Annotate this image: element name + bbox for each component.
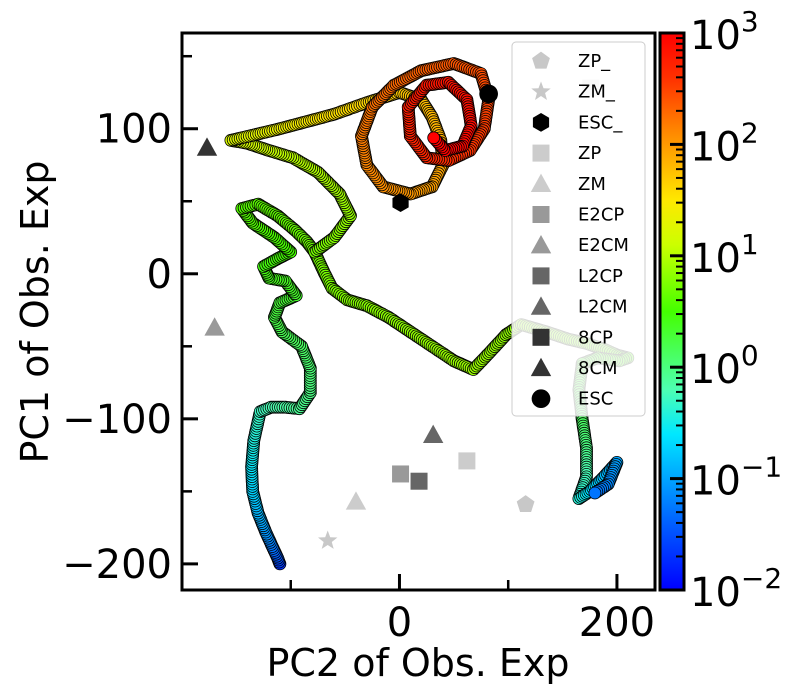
colorbar: 10−2 10−1 100 101 102 103 [658,5,782,616]
marker-zp-underscore [516,495,535,512]
colorbar-tick-label: 103 [690,5,759,59]
legend-label: E2CP [578,205,624,226]
legend-label: ZP_ [578,51,611,72]
legend-marker [530,173,552,192]
x-axis-ticks: 0 200 [289,574,655,646]
colorbar-tick-label: 10−2 [690,562,782,616]
legend-marker [532,113,550,132]
legend-marker [531,81,551,100]
legend-label: 8CP [578,327,613,348]
x-tick-label: 0 [387,600,412,646]
colorbar-tick-label: 102 [690,116,759,170]
marker-l2cp [410,472,428,490]
legend-label: E2CM [578,235,629,256]
legend-marker [530,357,552,377]
y-tick-label: 100 [96,107,172,153]
y-tick-label: −100 [62,397,172,443]
markers-layer [196,79,600,549]
legend-label: L2CM [578,297,628,318]
marker-zm [345,491,367,510]
legend-box [511,41,646,417]
legend-label: ZM_ [578,82,616,103]
y-axis-ticks: −200 −100 0 100 [62,54,198,588]
legend: ZP_ ZM_ ESC_ ZP ZM E2CP E2CM L2CP L2CM 8CP 8CM ESC [511,41,646,417]
legend-label: ESC_ [578,112,623,133]
marker-zp [458,452,476,470]
marker-l2cm [422,424,444,443]
legend-label: ESC [578,389,613,410]
legend-marker [532,206,550,223]
marker-e2cm [204,317,225,336]
legend-marker [530,296,552,315]
marker-8cm [196,137,218,156]
legend-marker [532,51,550,69]
legend-marker [532,328,550,346]
y-axis-label: PC1 of Obs. Exp [13,160,57,463]
x-tick-label: 200 [579,600,655,646]
legend-marker [530,235,552,254]
x-axis-label: PC2 of Obs. Exp [266,641,569,685]
legend-marker [532,267,550,285]
marker-esc [479,84,498,104]
legend-label: ZM [578,174,606,195]
legend-marker [531,389,551,409]
legend-marker [532,144,550,162]
marker-zm-underscore [318,530,338,549]
trajectory-point [427,131,441,145]
marker-esc-underscore [392,193,409,213]
legend-label: 8CM [578,358,618,379]
colorbar-ticks: 10−2 10−1 100 101 102 103 [670,5,782,616]
colorbar-tick-label: 10−1 [690,451,782,505]
plot-frame [180,31,657,592]
trajectory-point [588,486,602,500]
legend-label: L2CP [578,266,623,287]
colorbar-gradient [660,33,684,590]
colorbar-tick-label: 100 [690,339,759,393]
y-tick-label: 0 [147,252,172,298]
legend-label: ZP [578,143,601,164]
marker-e2cp [392,465,410,483]
colorbar-tick-label: 101 [690,228,759,282]
y-tick-label: −200 [62,542,172,588]
